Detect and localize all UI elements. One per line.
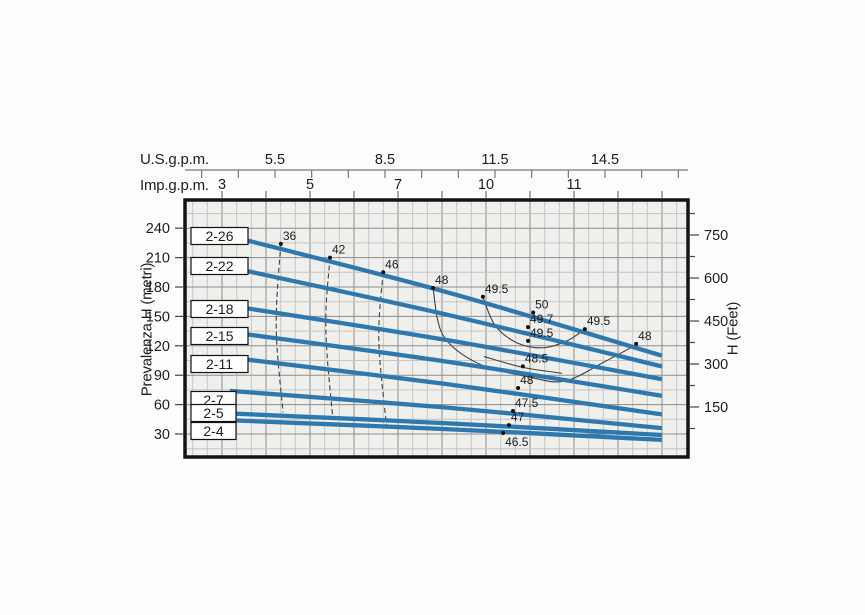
metri-tick-label: 120 (146, 339, 170, 355)
feet-tick-label: 750 (704, 228, 728, 244)
feet-tick-label: 450 (704, 314, 728, 330)
efficiency-label: 49.5 (587, 314, 611, 328)
efficiency-label: 48 (638, 329, 652, 343)
curve-2-22 (229, 265, 663, 369)
efficiency-point-marker (501, 431, 506, 436)
metri-tick-label: 90 (154, 368, 170, 384)
efficiency-point-marker (582, 327, 587, 332)
efficiency-label: 47 (511, 410, 525, 424)
axis-title-us-gpm: U.S.g.p.m. (140, 151, 209, 168)
efficiency-label: 42 (332, 243, 346, 257)
curve-label-box-2-4 (190, 421, 237, 441)
curve-2-7 (229, 388, 663, 431)
imp-gpm-tick-label: 5 (306, 177, 314, 193)
curve-label-box-2-15 (190, 326, 249, 346)
curve-label-box-2-5 (190, 403, 237, 423)
feet-tick-label: 600 (704, 271, 728, 287)
us-gpm-tick-label: 5.5 (265, 152, 285, 168)
efficiency-label: 47.5 (515, 396, 539, 410)
us-gpm-tick-label: 11.5 (481, 152, 508, 168)
efficiency-contour-48 (432, 287, 637, 383)
curve-label-2-11: 2-11 (206, 356, 233, 372)
curve-2-11 (229, 355, 663, 417)
efficiency-point-marker (431, 285, 436, 290)
efficiency-point-marker (526, 325, 530, 330)
efficiency-label: 48 (435, 273, 449, 287)
curve-label-box-2-18 (190, 299, 249, 319)
curve-label-2-26: 2-26 (205, 228, 233, 244)
efficiency-point-marker (506, 423, 511, 428)
efficiency-label: 49.5 (485, 282, 509, 296)
efficiency-label: 49.5 (530, 326, 554, 340)
curve-label-box-2-26 (190, 226, 249, 246)
efficiency-label: 50 (535, 297, 549, 311)
us-gpm-tick-label: 8.5 (375, 152, 395, 168)
curve-label-2-4: 2-4 (203, 423, 223, 439)
efficiency-label: 46.5 (505, 435, 529, 449)
efficiency-point-marker (520, 364, 525, 369)
plot-background (185, 200, 688, 457)
axis-title-imp-gpm: Imp.g.p.m. (140, 177, 209, 194)
curve-label-2-22: 2-22 (205, 258, 233, 274)
efficiency-contour-49.5 (482, 296, 586, 349)
efficiency-point-marker (531, 310, 536, 315)
efficiency-point-marker (480, 294, 485, 299)
curve-2-4 (229, 418, 662, 443)
curve-2-15 (229, 329, 663, 398)
metri-tick-label: 210 (146, 251, 170, 267)
feet-tick-label: 300 (704, 357, 728, 373)
metri-tick-label: 150 (146, 309, 170, 325)
efficiency-point-marker (634, 341, 639, 346)
plot-border (183, 198, 690, 459)
curve-2-5 (229, 411, 662, 438)
curve-label-box-2-11 (190, 354, 249, 374)
curve-2-18 (229, 303, 663, 382)
efficiency-point-marker (381, 270, 386, 275)
efficiency-point-marker (510, 408, 515, 413)
metri-tick-label: 180 (146, 280, 170, 296)
curve-2-26 (229, 233, 663, 358)
efficiency-point-marker (526, 338, 530, 343)
efficiency-label: 48 (520, 373, 534, 387)
efficiency-contour-36 (275, 243, 284, 413)
imp-gpm-tick-label: 7 (394, 177, 402, 193)
efficiency-label: 48.5 (525, 351, 549, 365)
curve-label-2-18: 2-18 (205, 301, 233, 317)
metri-tick-label: 60 (154, 398, 170, 414)
imp-gpm-tick-label: 11 (566, 177, 581, 193)
efficiency-contour-42 (325, 257, 334, 420)
metri-tick-label: 30 (154, 427, 170, 443)
curve-label-2-5: 2-5 (203, 405, 223, 421)
efficiency-label: 36 (283, 229, 297, 243)
metri-tick-label: 240 (146, 221, 170, 237)
curve-label-box-2-22 (190, 256, 249, 276)
imp-gpm-tick-label: 10 (478, 177, 494, 193)
efficiency-point-marker (516, 385, 521, 390)
feet-tick-label: 150 (704, 400, 728, 416)
efficiency-point-marker (328, 255, 332, 260)
imp-gpm-tick-label: 3 (218, 177, 226, 193)
curve-label-2-15: 2-15 (205, 328, 233, 344)
efficiency-label: 49.7 (530, 312, 554, 326)
efficiency-point-marker (278, 241, 283, 246)
us-gpm-tick-label: 14.5 (591, 152, 619, 168)
efficiency-label: 46 (385, 257, 399, 271)
